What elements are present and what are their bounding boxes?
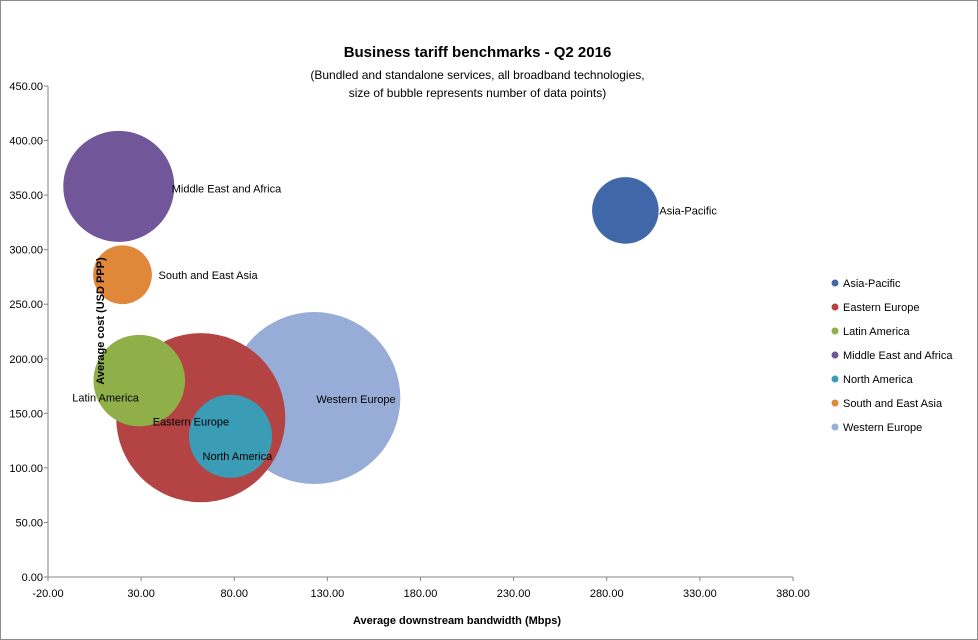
bubbles-layer: [63, 130, 659, 503]
bubble-middle-east-and-africa: [63, 130, 175, 242]
data-label-middle-east-and-africa: Middle East and Africa: [172, 183, 282, 195]
axes-layer: 0.00 50.00 100.00 150.00 200.00 250.00 300.00 3…: [9, 81, 809, 627]
legend-label: Latin America: [843, 326, 911, 338]
data-label-western-europe: Western Europe: [316, 394, 395, 406]
x-tick-label: 130.00: [311, 588, 345, 600]
x-tick-label: 180.00: [404, 588, 438, 600]
legend-marker: [831, 327, 839, 335]
data-labels-layer: Asia-Pacific Eastern Europe Latin America M…: [72, 183, 717, 463]
legend: Asia-Pacific Eastern Europe Latin America M…: [831, 278, 953, 434]
x-axis-title: Average downstream bandwidth (Mbps): [353, 615, 561, 627]
y-tick-label: 300.00: [9, 245, 43, 257]
data-label-south-and-east-asia: South and East Asia: [159, 270, 259, 282]
bubble-asia-pacific: [592, 177, 659, 244]
legend-item-north-america: North America: [831, 374, 914, 386]
legend-label: Asia-Pacific: [843, 278, 901, 290]
x-tick-label: 230.00: [497, 588, 531, 600]
data-label-north-america: North America: [203, 451, 274, 463]
y-tick-label: 150.00: [9, 408, 43, 420]
bubble-north-america: [188, 394, 273, 478]
legend-label: North America: [843, 374, 914, 386]
legend-item-eastern-europe: Eastern Europe: [831, 302, 919, 314]
chart-subtitle: (Bundled and standalone services, all br…: [200, 66, 755, 102]
legend-item-latin-america: Latin America: [831, 326, 911, 338]
x-tick-label: 330.00: [683, 588, 717, 600]
legend-marker: [831, 375, 839, 383]
y-tick-label: 0.00: [22, 572, 43, 584]
y-tick-label: 200.00: [9, 354, 43, 366]
legend-item-middle-east-and-africa: Middle East and Africa: [831, 350, 953, 362]
y-axis-title: Average cost (USD PPP): [95, 257, 107, 385]
y-tick-label: 350.00: [9, 190, 43, 202]
legend-label: South and East Asia: [843, 398, 943, 410]
legend-label: Middle East and Africa: [843, 350, 953, 362]
y-tick-label: 250.00: [9, 299, 43, 311]
x-tick-label: 80.00: [220, 588, 248, 600]
data-label-asia-pacific: Asia-Pacific: [659, 205, 717, 217]
data-label-eastern-europe: Eastern Europe: [153, 417, 229, 429]
legend-item-south-and-east-asia: South and East Asia: [831, 398, 943, 410]
x-tick-label: 380.00: [776, 588, 810, 600]
legend-label: Eastern Europe: [843, 302, 919, 314]
chart-subtitle-line-1: (Bundled and standalone services, all br…: [310, 68, 645, 82]
y-tick-label: 450.00: [9, 81, 43, 93]
x-tick-label: 30.00: [127, 588, 155, 600]
chart-subtitle-line-2: size of bubble represents number of data…: [348, 86, 607, 100]
legend-label: Western Europe: [843, 422, 922, 434]
legend-marker: [831, 279, 839, 287]
x-tick-label: 280.00: [590, 588, 624, 600]
legend-item-western-europe: Western Europe: [831, 422, 922, 434]
data-label-latin-america: Latin America: [72, 393, 140, 405]
legend-item-asia-pacific: Asia-Pacific: [831, 278, 901, 290]
bubble-south-and-east-asia: [93, 245, 152, 305]
bubble-latin-america: [93, 334, 186, 427]
legend-marker: [831, 399, 839, 407]
chart-title: Business tariff benchmarks - Q2 2016: [343, 44, 612, 61]
y-tick-label: 400.00: [9, 136, 43, 148]
legend-marker: [831, 423, 839, 431]
y-tick-label: 50.00: [15, 517, 43, 529]
y-tick-label: 100.00: [9, 463, 43, 475]
legend-marker: [831, 351, 839, 359]
x-tick-label: -20.00: [32, 588, 63, 600]
legend-marker: [831, 303, 839, 311]
